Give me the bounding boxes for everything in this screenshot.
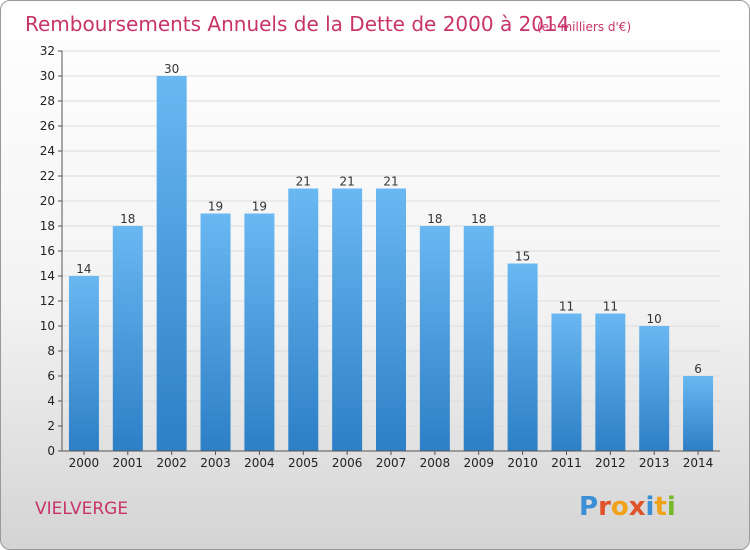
x-tick-label: 2003 <box>200 456 231 470</box>
proxiti-logo[interactable]: Proxiti <box>579 492 676 522</box>
y-tick-label: 20 <box>40 194 55 208</box>
x-tick-label: 2001 <box>113 456 144 470</box>
bar <box>551 313 582 451</box>
y-tick-label: 8 <box>47 344 55 358</box>
y-tick-label: 4 <box>47 394 55 408</box>
bar <box>68 276 99 451</box>
x-tick-label: 2004 <box>244 456 275 470</box>
logo-letter: t <box>654 492 666 522</box>
bar-value-label: 18 <box>120 212 135 226</box>
x-tick-label: 2005 <box>288 456 319 470</box>
y-tick-label: 10 <box>40 319 55 333</box>
bar <box>288 188 319 451</box>
bar-series: 14 18 30 19 19 21 21 21 18 18 15 11 11 10 6 <box>68 62 714 451</box>
x-tick-label: 2002 <box>156 456 187 470</box>
y-tick-label: 32 <box>40 44 55 58</box>
y-tick-label: 26 <box>40 119 55 133</box>
logo-letter: P <box>579 492 598 522</box>
bar-value-label: 18 <box>471 212 486 226</box>
bar <box>376 188 406 451</box>
bar <box>507 263 538 451</box>
y-tick-label: 2 <box>47 419 55 433</box>
y-tick-label: 28 <box>40 94 55 108</box>
x-axis: 2000 2001 2002 2003 2004 2005 2006 2007 2008 2009… <box>62 450 720 470</box>
bar-value-label: 18 <box>427 212 442 226</box>
y-tick-label: 12 <box>40 294 55 308</box>
bar <box>419 226 450 451</box>
bar <box>156 76 187 451</box>
bar <box>244 213 275 451</box>
logo-letter: o <box>611 492 629 522</box>
bar-value-label: 14 <box>76 262 91 276</box>
x-tick-label: 2000 <box>69 456 100 470</box>
bar <box>332 188 363 451</box>
logo-letter: i <box>646 492 655 522</box>
logo-letter: i <box>667 492 676 522</box>
logo-letter: r <box>598 492 611 522</box>
bar <box>463 226 494 451</box>
bar-value-label: 21 <box>339 175 354 189</box>
bar <box>683 376 714 451</box>
y-tick-label: 16 <box>40 244 55 258</box>
bar <box>639 326 670 451</box>
x-tick-label: 2007 <box>376 456 407 470</box>
bar-value-label: 30 <box>164 62 179 76</box>
y-tick-label: 18 <box>40 219 55 233</box>
x-tick-label: 2013 <box>639 456 670 470</box>
chart-title: Remboursements Annuels de la Dette de 20… <box>25 12 569 36</box>
y-tick-label: 6 <box>47 369 55 383</box>
x-tick-label: 2011 <box>551 456 582 470</box>
bar-value-label: 19 <box>208 200 223 214</box>
y-tick-label: 22 <box>40 169 55 183</box>
bar-value-label: 15 <box>515 250 530 264</box>
x-tick-label: 2008 <box>420 456 451 470</box>
y-tick-label: 30 <box>40 69 55 83</box>
x-tick-label: 2012 <box>595 456 626 470</box>
bar-value-label: 19 <box>252 200 267 214</box>
chart-subtitle: (en milliers d'€) <box>537 20 631 34</box>
bar <box>595 313 626 451</box>
bar-value-label: 11 <box>603 300 618 314</box>
commune-name: VIELVERGE <box>35 499 128 519</box>
bar-value-label: 21 <box>383 175 398 189</box>
bar-value-label: 6 <box>694 362 702 376</box>
y-tick-label: 24 <box>40 144 55 158</box>
x-tick-label: 2014 <box>683 456 714 470</box>
bar-value-label: 21 <box>296 175 311 189</box>
x-tick-label: 2009 <box>463 456 494 470</box>
x-tick-label: 2010 <box>507 456 538 470</box>
bar-value-label: 11 <box>559 300 574 314</box>
x-tick-label: 2006 <box>332 456 363 470</box>
bar <box>200 213 231 451</box>
bar <box>112 226 143 451</box>
y-tick-label: 14 <box>40 269 55 283</box>
bar-value-label: 10 <box>647 312 662 326</box>
logo-letter: x <box>629 492 646 522</box>
y-tick-label: 0 <box>47 444 55 458</box>
